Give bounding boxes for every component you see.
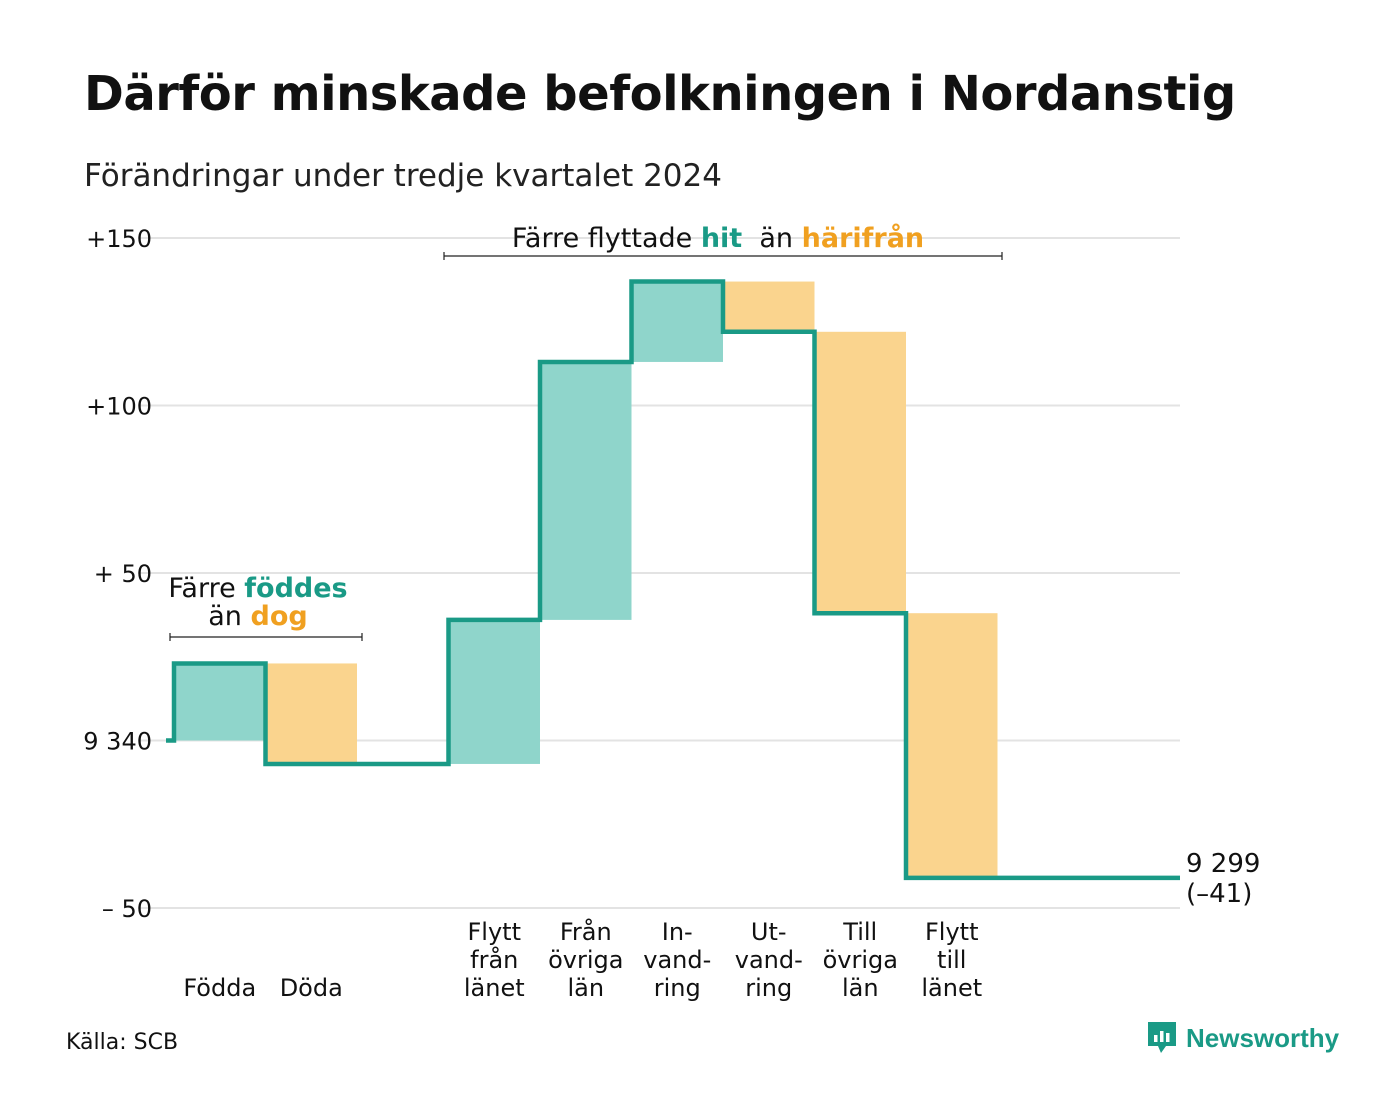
x-axis-label: länet [464,974,525,1002]
x-axis-label: Från [560,917,612,946]
y-tick-label: 9 340 [83,728,152,756]
y-tick-label: +150 [86,225,152,253]
x-axis-label: länet [921,974,982,1002]
increase-bar [448,619,540,764]
annotation-span: Färre flyttade [512,223,701,254]
logo-text: Newsworthy [1186,1022,1340,1053]
x-axis-label: Till [842,918,877,946]
y-tick-label: – 50 [102,895,152,923]
x-axis-label: Ut- [751,918,787,946]
x-axis-label: vand- [735,946,803,974]
decrease-bar [265,663,357,764]
x-axis-label: Flytt [468,918,522,946]
x-axis-label: Födda [183,974,256,1002]
annotation-text: Färre flyttade hit än härifrån [512,222,924,254]
x-axis-label: län [567,974,604,1002]
decrease-bar [906,613,998,878]
annotation-span: dog [251,601,308,632]
x-axis-labels: Födda DödaFlyttfrånlänetFrånövrigalänIn-v… [183,917,982,1002]
x-axis-label: län [842,974,879,1002]
y-tick-label: + 50 [94,560,152,588]
x-axis-label: vand- [643,946,711,974]
x-axis-label: övriga [548,946,623,974]
end-label-line: (–41) [1186,879,1252,909]
x-axis-label: Döda [280,974,343,1002]
annotation-text: Färre föddes [168,573,347,604]
annotation-text: än dog [208,601,307,632]
increase-bar [631,281,723,362]
end-label-line: 9 299 [1186,849,1260,879]
y-axis-ticks: +150 +100 + 50 9 340 – 50 [83,225,152,923]
x-axis-label: övriga [823,946,898,974]
newsworthy-logo-icon [1148,1022,1176,1053]
x-axis-label: till [937,946,966,974]
bars [174,281,998,878]
y-tick-label: +100 [86,393,152,421]
x-axis-label: Flytt [925,918,979,946]
x-axis-label: ring [745,974,792,1002]
x-axis-label: ring [654,974,701,1002]
decrease-bar [723,281,815,332]
annotation-span: Färre [168,573,244,604]
annotation-span: hit [701,223,742,254]
newsworthy-logo: Newsworthy [1146,1020,1339,1056]
annotation-span: än [208,601,250,632]
increase-bar [174,663,266,741]
x-axis-label: In- [662,918,693,946]
end-value-label: 9 299(–41) [1186,849,1260,909]
annotation-span: än [742,223,801,254]
x-axis-label: från [470,945,518,974]
running-total-path [166,279,1180,881]
chart-title: Därför minskade befolkningen i Nordansti… [84,66,1236,122]
source-note: Källa: SCB [66,1030,179,1055]
chart-subtitle: Förändringar under tredje kvartalet 2024 [84,158,722,194]
annotation-span: föddes [244,573,347,604]
annotation-span: härifrån [802,222,925,254]
decrease-bar [814,331,906,614]
running-total-line [166,279,1180,881]
increase-bar [540,361,632,620]
